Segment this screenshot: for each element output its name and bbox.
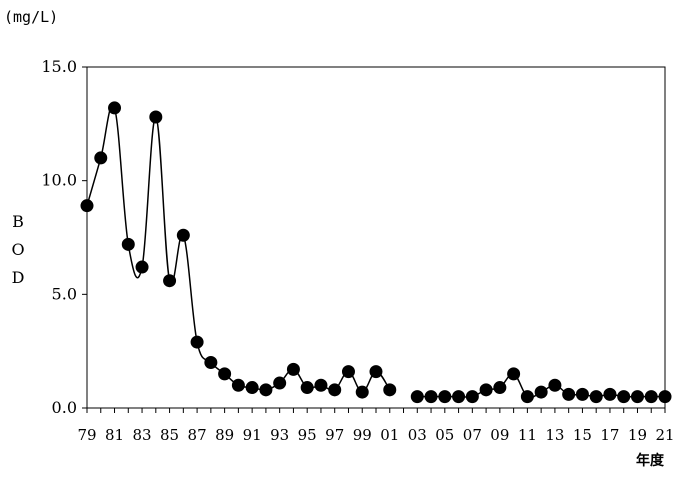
data-point bbox=[548, 378, 562, 392]
data-point bbox=[603, 387, 617, 401]
data-point bbox=[369, 365, 383, 379]
data-point bbox=[562, 387, 576, 401]
x-tick-label: 99 bbox=[353, 426, 372, 444]
data-point bbox=[190, 335, 204, 349]
data-point bbox=[452, 390, 466, 404]
x-tick-label: 01 bbox=[380, 426, 399, 444]
data-point bbox=[328, 383, 342, 397]
data-point bbox=[658, 390, 672, 404]
data-point bbox=[94, 151, 108, 165]
data-point bbox=[163, 274, 177, 288]
data-point bbox=[493, 381, 507, 395]
x-tick-label: 17 bbox=[600, 426, 619, 444]
x-tick-label: 93 bbox=[270, 426, 289, 444]
data-point bbox=[534, 385, 548, 399]
x-tick-label: 03 bbox=[408, 426, 427, 444]
data-point bbox=[589, 390, 603, 404]
data-point bbox=[135, 260, 149, 274]
x-tick-label: 85 bbox=[160, 426, 179, 444]
x-tick-label: 95 bbox=[298, 426, 317, 444]
x-tick-label: 81 bbox=[105, 426, 124, 444]
data-point bbox=[575, 387, 589, 401]
data-point bbox=[245, 381, 259, 395]
x-tick-label: 13 bbox=[545, 426, 564, 444]
plot-frame bbox=[86, 66, 666, 409]
data-point bbox=[108, 101, 122, 115]
data-point bbox=[80, 199, 94, 213]
y-tick-label: 15.0 bbox=[41, 57, 77, 76]
y-tick-label: 10.0 bbox=[41, 171, 77, 190]
data-point bbox=[259, 383, 273, 397]
data-point bbox=[149, 110, 163, 124]
x-tick-label: 11 bbox=[518, 426, 537, 444]
data-point bbox=[314, 378, 328, 392]
data-point bbox=[300, 381, 314, 395]
data-point bbox=[465, 390, 479, 404]
x-tick-label: 19 bbox=[628, 426, 647, 444]
x-tick-label: 83 bbox=[133, 426, 152, 444]
data-point bbox=[520, 390, 534, 404]
x-tick-label: 15 bbox=[573, 426, 592, 444]
data-point bbox=[204, 356, 218, 370]
x-tick-label: 21 bbox=[655, 426, 674, 444]
data-point bbox=[286, 362, 300, 376]
data-point bbox=[410, 390, 424, 404]
unit-label: (mg/L) bbox=[4, 8, 59, 26]
data-point bbox=[355, 385, 369, 399]
data-point bbox=[218, 367, 232, 381]
data-point bbox=[630, 390, 644, 404]
x-tick-label: 91 bbox=[243, 426, 262, 444]
y-tick-label: 0.0 bbox=[52, 398, 77, 417]
data-point bbox=[424, 390, 438, 404]
data-point bbox=[273, 376, 287, 390]
data-point bbox=[507, 367, 521, 381]
x-tick-label: 97 bbox=[325, 426, 344, 444]
data-point bbox=[438, 390, 452, 404]
data-point bbox=[121, 237, 135, 251]
data-point bbox=[644, 390, 658, 404]
x-tick-label: 89 bbox=[215, 426, 234, 444]
x-tick-label: 87 bbox=[188, 426, 207, 444]
x-tick-label: 09 bbox=[490, 426, 509, 444]
data-point bbox=[176, 228, 190, 242]
data-point bbox=[383, 383, 397, 397]
data-point bbox=[231, 378, 245, 392]
data-point bbox=[617, 390, 631, 404]
y-tick-label: 5.0 bbox=[52, 284, 77, 303]
x-tick-label: 05 bbox=[435, 426, 454, 444]
x-tick-label: 07 bbox=[463, 426, 482, 444]
y-axis-label: B O D bbox=[11, 212, 25, 287]
data-point bbox=[479, 383, 493, 397]
data-point bbox=[341, 365, 355, 379]
x-axis-label: 年度 bbox=[636, 453, 664, 469]
x-tick-label: 79 bbox=[77, 426, 96, 444]
